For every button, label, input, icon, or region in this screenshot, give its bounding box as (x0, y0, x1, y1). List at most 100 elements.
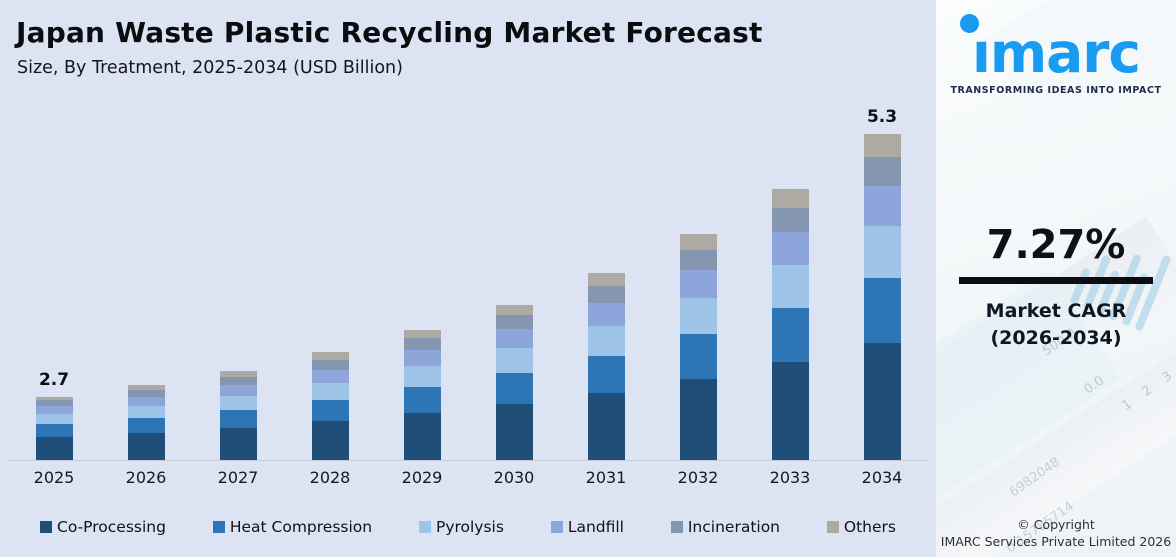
legend-item-co-processing: Co-Processing (40, 518, 166, 536)
segment-landfill (587, 303, 625, 326)
segment-pyrolysis (127, 406, 165, 418)
cagr-value: 7.27% (986, 222, 1126, 268)
watermark-text: 6982048 (1006, 454, 1063, 501)
bar-group-2032 (652, 234, 744, 460)
x-axis-label-2027: 2027 (217, 468, 259, 487)
copyright-notice: © Copyright IMARC Services Private Limit… (936, 517, 1176, 551)
stacked-bar-2025 (35, 397, 73, 460)
chart-title: Japan Waste Plastic Recycling Market For… (16, 16, 763, 49)
cagr-label: Market CAGR (985, 300, 1127, 322)
copyright-company: IMARC Services Private Limited 2026 (940, 534, 1172, 550)
legend-label: Pyrolysis (435, 518, 504, 536)
segment-others (771, 189, 809, 208)
segment-incineration (403, 338, 441, 350)
x-axis-labels: 2025 2026 2027 2028 2029 2030 2031 2032 2033 2034 (8, 468, 928, 487)
legend-label: Incineration (687, 518, 781, 536)
segment-pyrolysis (587, 326, 625, 356)
x-axis-label-2033: 2033 (769, 468, 811, 487)
x-axis-label-2029: 2029 (401, 468, 443, 487)
legend-swatch-icon (550, 521, 563, 533)
segment-co-processing (771, 362, 809, 460)
segment-co-processing (587, 393, 625, 460)
legend-swatch-icon (212, 521, 225, 533)
cagr-underline (959, 277, 1153, 284)
segment-co-processing (403, 413, 441, 460)
segment-others (863, 134, 901, 157)
segment-pyrolysis (219, 396, 257, 410)
cagr-callout: 7.27% Market CAGR (2026-2034) (936, 222, 1176, 351)
segment-pyrolysis (863, 226, 901, 278)
legend-label: Co-Processing (57, 518, 166, 536)
legend-item-heat-compression: Heat Compression (212, 518, 373, 536)
segment-co-processing (127, 433, 165, 460)
segment-incineration (863, 157, 901, 186)
segment-heat-compression (403, 387, 441, 413)
x-axis-label-2031: 2031 (585, 468, 627, 487)
segment-heat-compression (679, 334, 717, 379)
segment-co-processing (495, 404, 533, 460)
segment-pyrolysis (771, 265, 809, 308)
legend-item-others: Others (826, 518, 896, 536)
segment-incineration (219, 377, 257, 385)
stacked-bar-2031 (587, 273, 625, 460)
x-axis-label-2025: 2025 (33, 468, 75, 487)
bar-group-2033 (744, 189, 836, 460)
bar-total-label-2034: 5.3 (866, 107, 898, 127)
bar-group-2025: 2.7 (8, 370, 100, 460)
segment-heat-compression (311, 400, 349, 421)
segment-pyrolysis (35, 414, 73, 424)
bar-group-2034: 5.3 (836, 107, 928, 460)
segment-pyrolysis (311, 383, 349, 400)
segment-co-processing (311, 421, 349, 460)
segment-landfill (311, 370, 349, 383)
stacked-bar-2032 (679, 234, 717, 460)
segment-incineration (127, 390, 165, 397)
segment-others (587, 273, 625, 286)
segment-landfill (403, 350, 441, 366)
segment-incineration (679, 250, 717, 270)
segment-heat-compression (587, 356, 625, 393)
segment-others (679, 234, 717, 250)
segment-heat-compression (771, 308, 809, 362)
segment-pyrolysis (495, 348, 533, 373)
legend-swatch-icon (826, 521, 839, 533)
segment-co-processing (863, 343, 901, 460)
segment-incineration (771, 208, 809, 232)
legend-item-incineration: Incineration (670, 518, 781, 536)
segment-co-processing (219, 428, 257, 460)
segment-others (127, 385, 165, 390)
segment-others (403, 330, 441, 338)
bar-group-2030 (468, 305, 560, 460)
stacked-bar-2034 (863, 134, 901, 460)
segment-incineration (495, 315, 533, 329)
imarc-logo: ımarc TRANSFORMING IDEAS INTO IMPACT (936, 0, 1176, 96)
segment-incineration (35, 400, 73, 406)
legend-label: Heat Compression (229, 518, 373, 536)
chart-region: Japan Waste Plastic Recycling Market For… (8, 16, 928, 536)
legend-swatch-icon (40, 521, 52, 533)
bar-series-container: 2.7 5.3 (8, 100, 928, 460)
stacked-bar-2030 (495, 305, 533, 460)
bar-group-2031 (560, 273, 652, 460)
x-axis-label-2030: 2030 (493, 468, 535, 487)
segment-others (219, 371, 257, 377)
segment-pyrolysis (679, 298, 717, 334)
bar-group-2026 (100, 385, 192, 460)
legend-label: Others (843, 518, 896, 536)
stacked-bar-2026 (127, 385, 165, 460)
segment-landfill (495, 329, 533, 348)
bar-group-2028 (284, 352, 376, 460)
legend-item-landfill: Landfill (550, 518, 624, 536)
segment-others (311, 352, 349, 360)
segment-landfill (679, 270, 717, 298)
stacked-bar-2029 (403, 330, 441, 460)
bar-group-2029 (376, 330, 468, 460)
segment-heat-compression (495, 373, 533, 404)
legend-swatch-icon (670, 521, 683, 533)
x-axis-label-2026: 2026 (125, 468, 167, 487)
legend-item-pyrolysis: Pyrolysis (418, 518, 504, 536)
logo-wordmark: ımarc (971, 21, 1141, 85)
segment-landfill (771, 232, 809, 265)
chart-subtitle: Size, By Treatment, 2025-2034 (USD Billi… (17, 58, 403, 78)
